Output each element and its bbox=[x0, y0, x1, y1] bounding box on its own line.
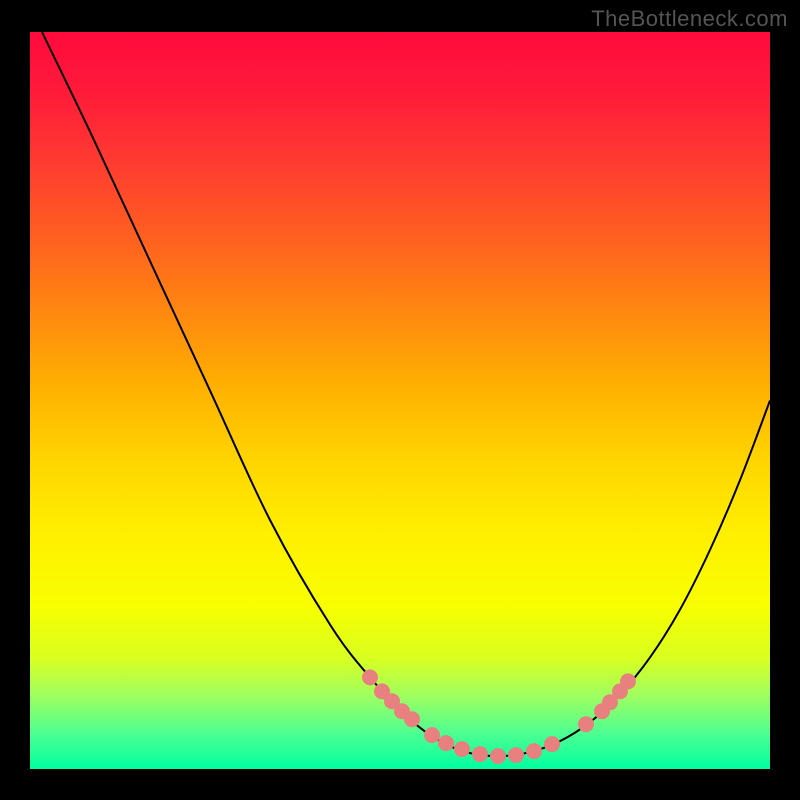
chart-svg bbox=[30, 32, 770, 769]
marker-point bbox=[526, 743, 542, 759]
marker-point bbox=[384, 693, 400, 709]
marker-point bbox=[454, 741, 470, 757]
marker-point bbox=[394, 703, 410, 719]
marker-point bbox=[362, 669, 378, 685]
marker-point bbox=[578, 716, 594, 732]
marker-point bbox=[472, 746, 488, 762]
curve-markers bbox=[362, 669, 636, 764]
bottleneck-curve bbox=[42, 32, 770, 756]
marker-point bbox=[404, 711, 420, 727]
marker-point bbox=[490, 748, 506, 764]
marker-point bbox=[374, 683, 390, 699]
marker-point bbox=[594, 703, 610, 719]
marker-point bbox=[438, 735, 454, 751]
marker-point bbox=[612, 683, 628, 699]
marker-point bbox=[620, 673, 636, 689]
marker-point bbox=[424, 727, 440, 743]
marker-point bbox=[602, 694, 618, 710]
chart-plot-area bbox=[30, 32, 770, 772]
marker-point bbox=[508, 747, 524, 763]
watermark-text: TheBottleneck.com bbox=[591, 6, 788, 32]
marker-point bbox=[544, 736, 560, 752]
